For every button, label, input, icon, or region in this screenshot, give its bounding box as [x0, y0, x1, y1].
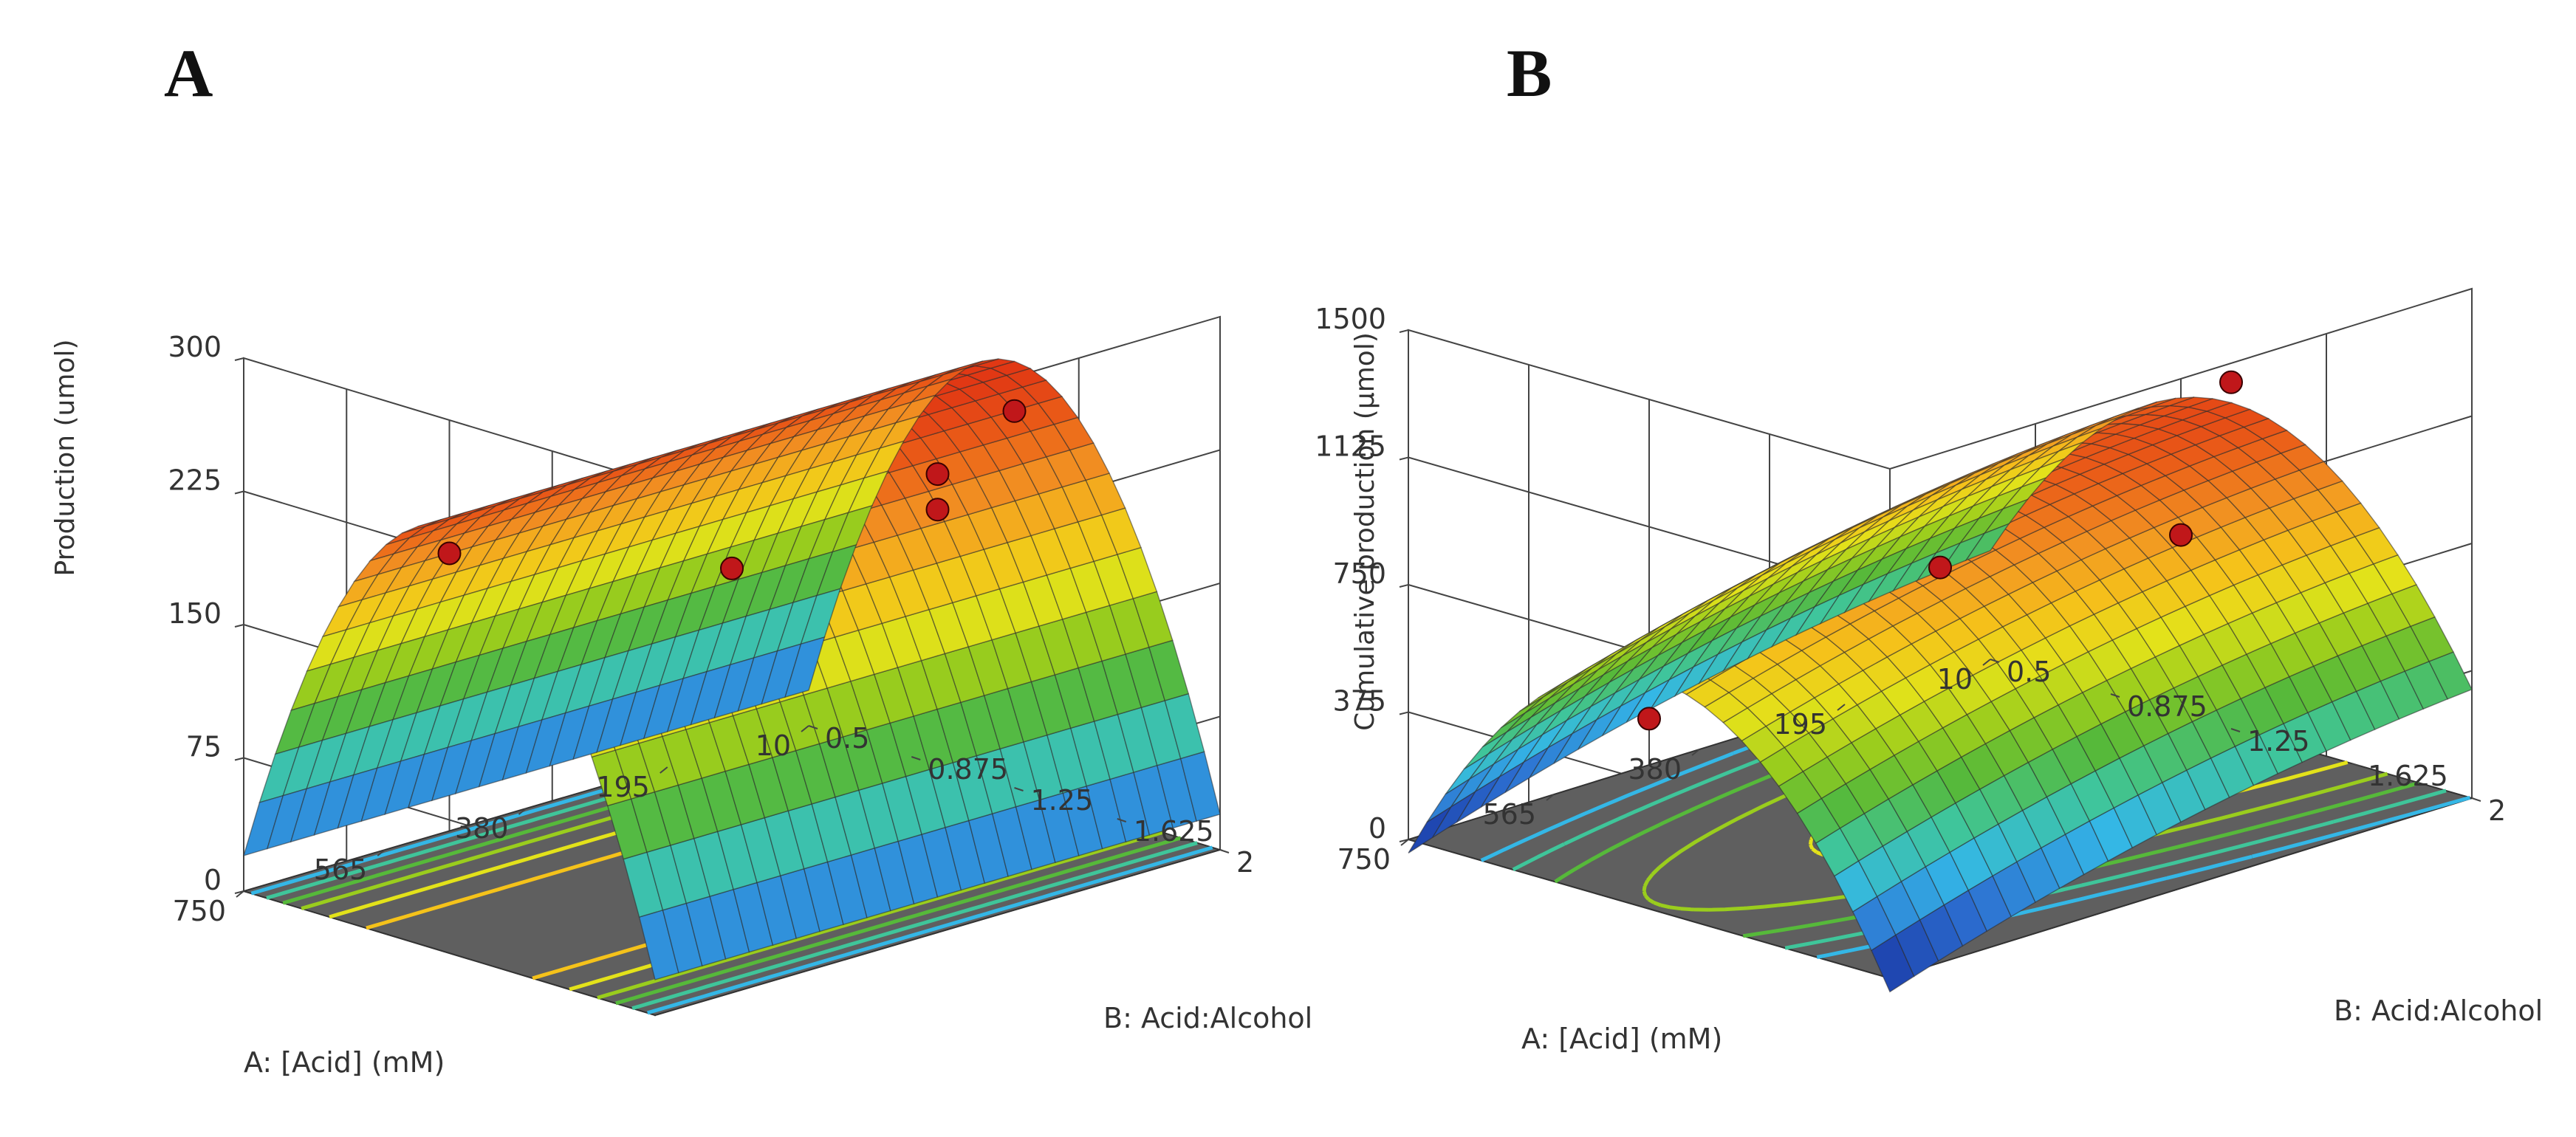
panel-a-y-tick: [1014, 787, 1024, 791]
panel-a-z-axis-label: Production (umol): [50, 340, 80, 577]
panel-b-z-tick: [1399, 329, 1409, 333]
panel-b-ticks: 0 375 750 1125 1500 10 195 380 565 750 0.5 0.875 1.2…: [1315, 303, 2506, 876]
panel-b-z-tick: [1399, 456, 1409, 461]
panel-a-x-tick: [377, 849, 386, 856]
panel-a-surface-cell: [784, 636, 826, 698]
panel-letter-a: A: [164, 35, 213, 111]
panel-b-z-tick: [1399, 711, 1409, 715]
panel-a-surface: [242, 358, 1221, 980]
panel-a-design-point: [1002, 399, 1027, 423]
panel-a-y-tick: [911, 756, 921, 760]
panel-b-x-tick-label: 565: [1482, 798, 1536, 831]
panel-b-points-above: [1637, 370, 2243, 731]
panel-a-z-tick: [234, 490, 244, 495]
panel-b-x-axis-label: A: [Acid] (mM): [1521, 1023, 1722, 1055]
panel-a-y-tick: [1219, 849, 1230, 853]
panel-b-z-tick-label: 375: [1332, 685, 1386, 718]
panel-b-x-tick: [1982, 659, 1991, 666]
panel-b-y-tick: [2110, 693, 2120, 698]
panel-b-z-axis-label: Cumulative production (μmol): [1350, 332, 1380, 731]
panel-b-x-tick: [1837, 704, 1846, 711]
panel-a-x-axis-label: A: [Acid] (mM): [244, 1046, 445, 1079]
panel-a-x-tick: [236, 890, 244, 898]
panel-b-x-tick: [1546, 794, 1555, 801]
panel-b-z-tick-label: 750: [1332, 557, 1386, 590]
panel-a-x-tick-label: 10: [756, 729, 791, 762]
panel-b-design-point: [2219, 370, 2243, 394]
panel-a-z-tick-label: 75: [186, 731, 222, 763]
panel-a-y-tick-label: 1.25: [1031, 784, 1094, 817]
panel-b-surface: [1408, 396, 2473, 993]
panel-a-x-tick: [660, 766, 668, 774]
panel-b-x-tick-label: 195: [1773, 708, 1827, 741]
panel-a-y-tick: [1117, 818, 1127, 822]
panel-b-y-tick: [2230, 728, 2241, 732]
panel-b-design-point: [1637, 707, 1661, 731]
panel-b-x-tick-label: 380: [1628, 753, 1682, 786]
panel-b-x-tick-label: 10: [1937, 663, 1973, 695]
panel-b-design-point: [1928, 555, 1952, 580]
panel-b-y-tick-label: 0.5: [2007, 656, 2051, 688]
panel-b-z-tick: [1399, 584, 1409, 588]
panel-a-design-point: [925, 462, 950, 487]
panel-a-y-tick: [808, 725, 818, 729]
panel-b-y-tick: [2351, 763, 2361, 767]
panel-a-x-tick-label: 195: [596, 771, 650, 803]
panel-b-x-tick: [1691, 749, 1700, 756]
panel-a-x-tick-label: 750: [172, 895, 226, 927]
panel-b-surface-cell: [1964, 523, 2010, 562]
panel-a-y-tick-label: 2: [1236, 846, 1254, 879]
panel-a-y-axis-label: B: Acid:Alcohol: [1103, 1002, 1312, 1034]
panel-b-y-axis-label: B: Acid:Alcohol: [2334, 995, 2543, 1027]
panel-letter-b: B: [1507, 35, 1552, 111]
panel-a-y-tick-label: 1.625: [1134, 815, 1214, 848]
panel-a-z-tick: [234, 624, 244, 628]
panel-a-z-tick-label: 150: [168, 597, 222, 630]
panel-b-y-tick-label: 2: [2488, 794, 2506, 827]
panel-a-y-tick-label: 0.875: [928, 753, 1008, 786]
panel-a-ticks: 0 75 150 225 300 10 195 380 565 750 0.5 0.875 1.25 1.…: [168, 331, 1254, 927]
panel-a-x-tick: [518, 808, 527, 815]
panel-b-z-tick-label: 1125: [1315, 430, 1386, 463]
panel-a-design-point: [925, 498, 950, 522]
panel-b-z-tick-label: 0: [1368, 812, 1386, 845]
panel-b-y-tick-label: 0.875: [2127, 690, 2207, 723]
panel-a-y-tick-label: 0.5: [825, 722, 869, 755]
panel-b-y-tick: [2471, 797, 2481, 802]
panel-b-x-tick: [1400, 839, 1409, 846]
chart-panel-b: 0 375 750 1125 1500 10 195 380 565 750 0.5 0.875 1.2…: [1315, 35, 2543, 1055]
panel-a-z-tick-label: 225: [168, 464, 222, 497]
panel-b-y-tick-label: 1.25: [2247, 725, 2310, 758]
panel-a-x-tick-label: 380: [455, 812, 509, 845]
panel-a-design-point: [720, 556, 744, 580]
panel-a-z-tick-label: 300: [168, 331, 222, 363]
panel-a-z-tick: [234, 757, 244, 761]
panel-b-x-tick-label: 750: [1337, 843, 1391, 876]
panel-b-design-point: [2169, 523, 2193, 547]
chart-panel-a: 0 75 150 225 300 10 195 380 565 750 0.5 0.875 1.25 1.…: [50, 35, 1312, 1079]
panel-b-y-tick-label: 1.625: [2368, 760, 2448, 792]
panel-b-z-tick-label: 1500: [1315, 303, 1386, 335]
panel-a-z-tick-label: 0: [204, 864, 222, 896]
panel-a-points-above: [437, 399, 1027, 580]
panel-a-z-tick: [234, 357, 244, 361]
panel-a-design-point: [437, 541, 462, 566]
panel-b-y-tick: [1990, 659, 2000, 663]
panel-a-x-tick-label: 565: [314, 853, 368, 886]
panel-a-x-tick: [801, 725, 809, 732]
